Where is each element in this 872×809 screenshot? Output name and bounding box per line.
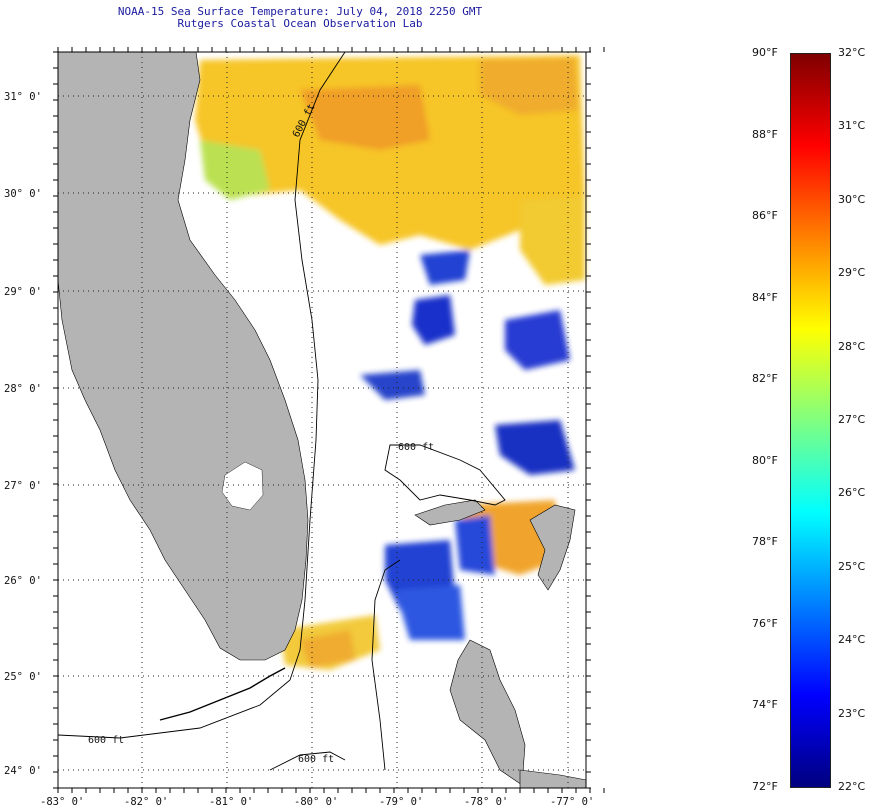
contour-label-keys: 600 ft — [88, 735, 124, 746]
sst-patches — [195, 55, 585, 670]
longitude-label: -78° 0' — [464, 796, 508, 808]
colorbar-fahrenheit-label: 90°F — [752, 46, 778, 59]
latitude-label: 26° 0' — [4, 575, 42, 587]
colorbar-celsius-label: 22°C — [838, 780, 866, 793]
contour-label-bahama: 600 ft — [398, 442, 434, 453]
latitude-label: 24° 0' — [4, 765, 42, 777]
colorbar-fahrenheit-label: 84°F — [752, 290, 778, 304]
graticule — [58, 52, 586, 788]
colorbar-fahrenheit-label: 72°F — [752, 780, 778, 793]
colorbar-celsius-label: 32°C — [838, 46, 866, 59]
longitude-labels: -83° 0' -82° 0' -81° 0' -80° 0' -79° 0' -78° … — [40, 796, 594, 808]
map-subtitle: Rutgers Coastal Ocean Observation Lab — [177, 17, 423, 30]
colorbar-celsius-label: 29°C — [838, 266, 866, 280]
latitude-label: 31° 0' — [4, 91, 42, 103]
longitude-label: -81° 0' — [209, 796, 253, 808]
latitude-label: 30° 0' — [4, 188, 42, 200]
land-florida-keys — [159, 667, 286, 721]
lake-okeechobee — [221, 461, 264, 511]
colorbar-celsius-label: 26°C — [838, 486, 866, 500]
latitude-label: 27° 0' — [4, 480, 42, 492]
colorbar-celsius-label: 28°C — [838, 339, 866, 353]
longitude-label: -82° 0' — [124, 796, 168, 808]
colorbar-fahrenheit-label: 74°F — [752, 698, 778, 712]
contour-label-south: 600 ft — [298, 754, 334, 765]
colorbar-celsius-label: 23°C — [838, 706, 866, 720]
latitude-label: 25° 0' — [4, 671, 42, 683]
colorbar-celsius-label: 25°C — [838, 559, 866, 573]
depth-contours — [57, 51, 506, 771]
latitude-label: 29° 0' — [4, 286, 42, 298]
latitude-labels: 31° 0' 30° 0' 29° 0' 28° 0' 27° 0' 26° 0' 25° … — [4, 91, 42, 777]
colorbar-fahrenheit-label: 76°F — [752, 616, 778, 630]
colorbar-fahrenheit-label: 78°F — [752, 535, 778, 549]
colorbar-fahrenheit-label: 80°F — [752, 453, 778, 467]
longitude-label: -80° 0' — [294, 796, 338, 808]
colorbar-celsius-label: 30°C — [838, 192, 866, 206]
latitude-label: 28° 0' — [4, 383, 42, 395]
colorbar-fahrenheit-label: 86°F — [752, 209, 778, 223]
colorbar-fahrenheit-label: 82°F — [752, 372, 778, 386]
longitude-label: -79° 0' — [379, 796, 423, 808]
land-grand-bahama — [414, 499, 486, 526]
colorbar-celsius-label: 27°C — [838, 413, 866, 426]
axis-ticks — [53, 47, 605, 793]
longitude-label: -83° 0' — [40, 796, 84, 808]
longitude-label: -77° 0' — [550, 796, 594, 808]
colorbar-celsius-label: 24°C — [838, 633, 866, 647]
map-title: NOAA-15 Sea Surface Temperature: July 04… — [117, 5, 483, 18]
land-abaco — [529, 504, 576, 591]
colorbar-celsius-label: 31°C — [838, 119, 866, 133]
colorbar-fahrenheit-label: 88°F — [752, 127, 778, 141]
temperature-colorbar — [790, 53, 831, 788]
